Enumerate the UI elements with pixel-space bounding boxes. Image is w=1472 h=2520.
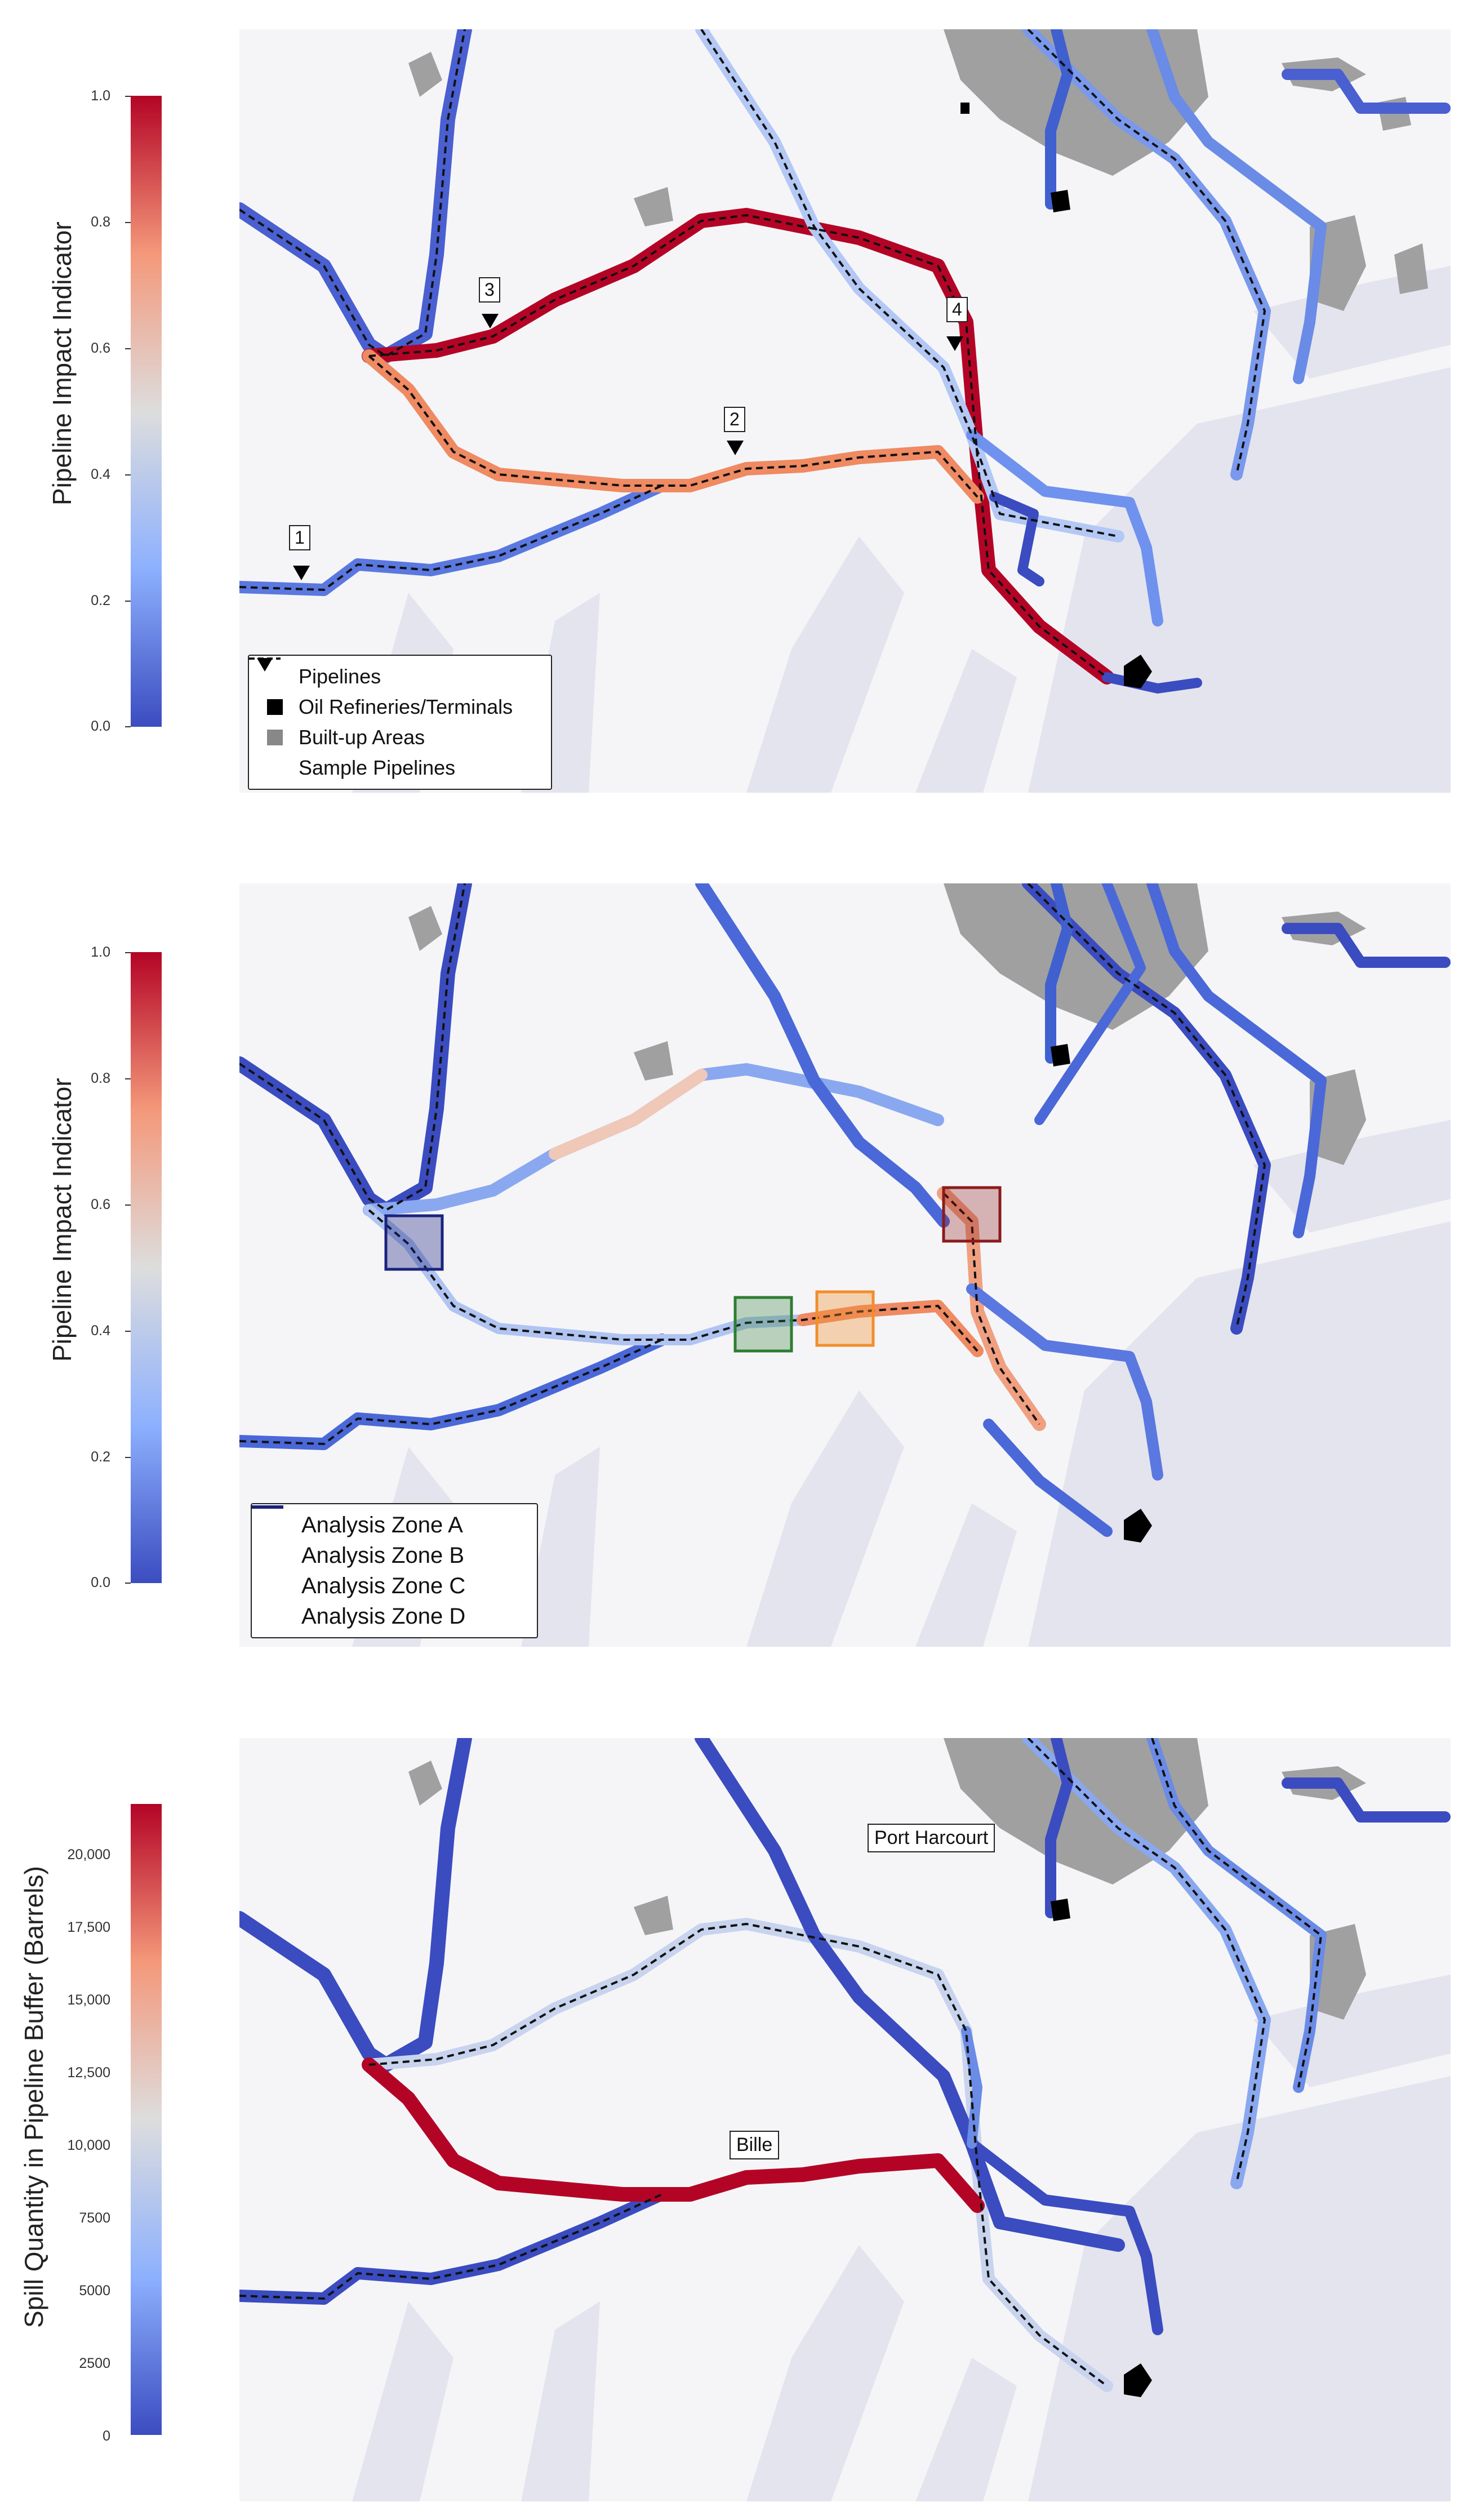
colorbar-tick: 5000 [79,2283,110,2299]
legend-item-builtup: Built-up Areas [259,722,541,753]
map-panel-3: Port Harcourt Bille [239,1738,1451,2501]
map-panel-1: 1 2 3 4 Pipelines Oil Refineries/Termina… [239,29,1451,793]
colorbar-tick: 12,500 [67,2065,110,2081]
sample-label-1: 1 [289,525,310,550]
colorbar-tick: 17,500 [67,1919,110,1935]
colorbar-tick: 0.2 [91,1449,110,1465]
colorbar-tick: 7500 [79,2210,110,2226]
panel-impact-indicator-1: 1.0 0.8 0.6 0.4 0.2 0.0 Pipeline Impact … [0,0,1472,800]
colorbar-tick: 15,000 [67,1992,110,2008]
colorbar-tick: 0 [103,2428,110,2444]
legend-item-sample: Sample Pipelines [257,658,541,783]
colorbar-tick: 10,000 [67,2137,110,2153]
colorbar-tick: 0.2 [91,593,110,608]
sample-label-3: 3 [479,277,500,303]
place-label-bille: Bille [730,2131,780,2159]
colorbar [131,952,162,1583]
colorbar-tick: 2500 [79,2355,110,2371]
colorbar-tick: 20,000 [67,1847,110,1863]
colorbar-label: Spill Quantity in Pipeline Buffer (Barre… [19,1866,48,2328]
colorbar-tick: 0.8 [91,1070,110,1086]
legend-panel-1: Pipelines Oil Refineries/Terminals Built… [248,655,552,790]
colorbar-tick: 0.8 [91,214,110,230]
map-svg [239,1738,1451,2501]
panel-spill-quantity: 20,000 17,500 15,000 12,500 10,000 7500 … [0,1707,1472,2518]
colorbar-tick: 1.0 [91,88,110,104]
place-label-port-harcourt: Port Harcourt [868,1824,995,1852]
legend-item-zone-b: Analysis Zone B [252,1505,465,1568]
sample-label-2: 2 [724,407,745,432]
colorbar-tick: 1.0 [91,944,110,960]
colorbar-tick: 0.6 [91,340,110,356]
colorbar-label: Pipeline Impact Indicator [47,1078,77,1362]
colorbar [131,1804,162,2435]
legend-item-refineries: Oil Refineries/Terminals [259,692,541,722]
map-panel-2: Analysis Zone A Analysis Zone B Analysis… [239,883,1451,1647]
legend-item-pipelines: Pipelines [249,657,381,688]
legend-panel-2: Analysis Zone A Analysis Zone B Analysis… [251,1503,538,1638]
colorbar-tick: 0.4 [91,1323,110,1339]
sample-label-4: 4 [946,297,968,322]
colorbar-label: Pipeline Impact Indicator [47,221,77,505]
colorbar [131,96,162,727]
colorbar-tick: 0.4 [91,466,110,482]
colorbar-tick: 0.6 [91,1197,110,1212]
legend-item-zone-d: Analysis Zone D [252,1505,466,1629]
colorbar-tick: 0.0 [91,718,110,734]
map-svg [239,883,1451,1647]
panel-impact-indicator-2: 1.0 0.8 0.6 0.4 0.2 0.0 Pipeline Impact … [0,845,1472,1656]
colorbar-tick: 0.0 [91,1575,110,1590]
